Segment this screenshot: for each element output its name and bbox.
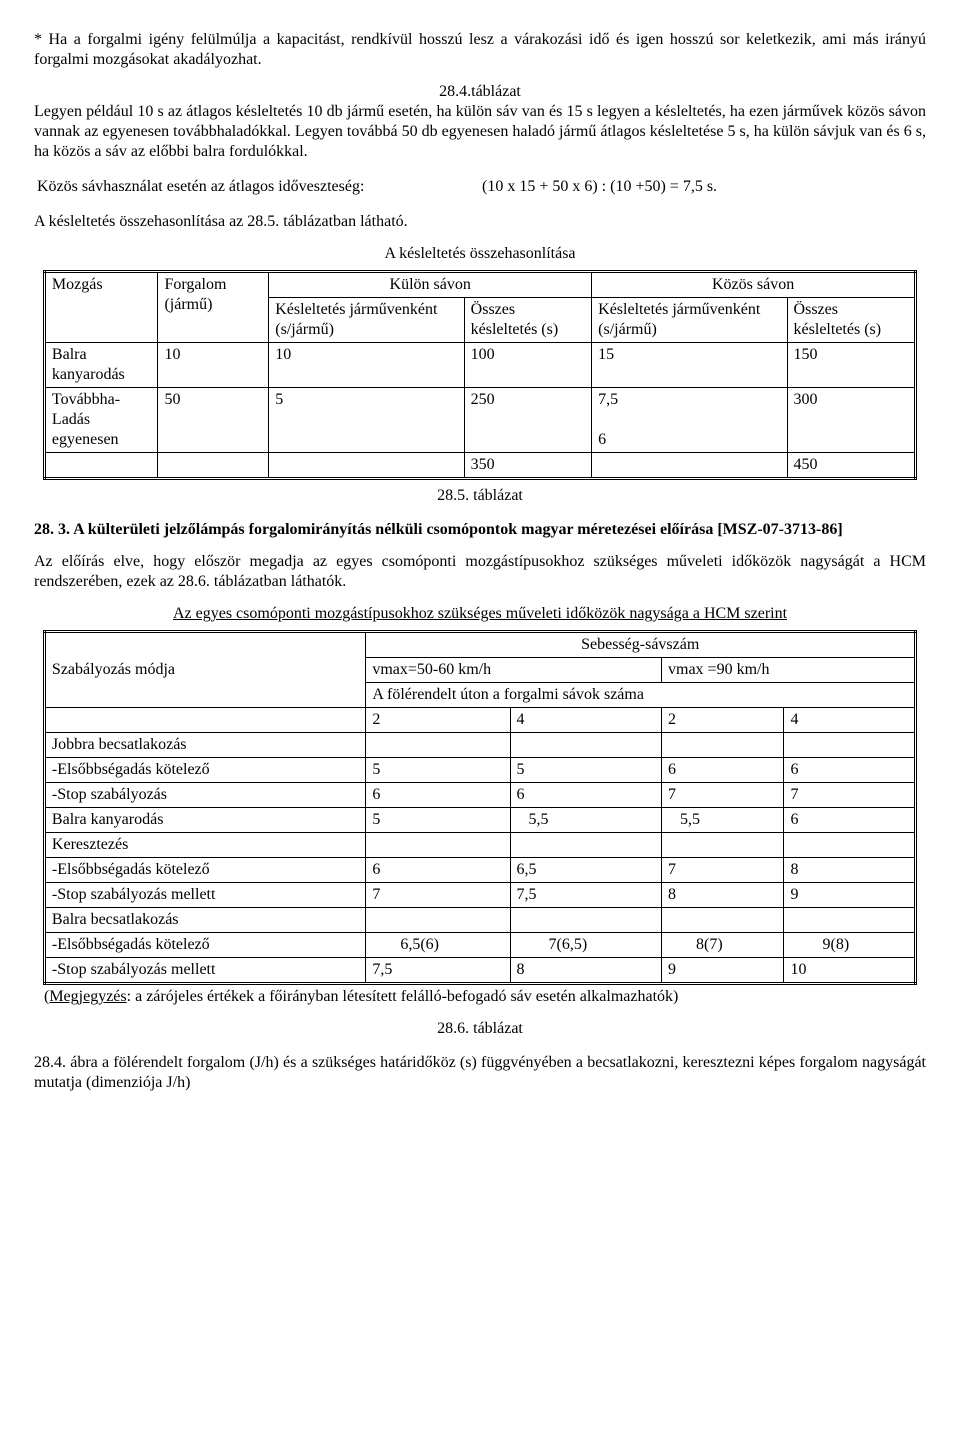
col-header: Összes késleltetés (s) xyxy=(787,298,916,343)
paragraph: Az előírás elve, hogy először megadja az… xyxy=(34,552,926,592)
table-row: -Stop szabályozás6677 xyxy=(44,783,915,808)
table-row: Balra becsatlakozás xyxy=(44,908,915,933)
col-header: Szabályozás módja xyxy=(44,632,365,708)
table-caption: 28.4.táblázat xyxy=(34,82,926,102)
table-delay-comparison: Mozgás Forgalom (jármű) Külön sávon Közö… xyxy=(43,270,917,480)
col-header: Összes késleltetés (s) xyxy=(464,298,591,343)
paragraph: Legyen például 10 s az átlagos késleltet… xyxy=(34,102,926,162)
col-group: Közös sávon xyxy=(592,272,916,298)
table-row: -Stop szabályozás mellett7,58910 xyxy=(44,958,915,984)
paragraph: * Ha a forgalmi igény felülmúlja a kapac… xyxy=(34,30,926,70)
col-header: vmax=50-60 km/h xyxy=(366,658,662,683)
calc-label: Közös sávhasználat esetén az átlagos idő… xyxy=(36,176,479,198)
table-row: Balra kanyarodás5 5,5 5,56 xyxy=(44,808,915,833)
col-header: Mozgás xyxy=(44,272,158,343)
col-header: Forgalom (jármű) xyxy=(158,272,269,343)
table-row: -Elsőbbségadás kötelező5566 xyxy=(44,758,915,783)
paragraph: 28.4. ábra a fölérendelt forgalom (J/h) … xyxy=(34,1053,926,1093)
table-note: (Megjegyzés: a zárójeles értékek a főirá… xyxy=(34,987,926,1007)
table-row: Jobbra becsatlakozás xyxy=(44,733,915,758)
table-row: 350 450 xyxy=(44,453,915,479)
table-caption: 28.6. táblázat xyxy=(34,1019,926,1039)
col-header: Késleltetés járművenként (s/jármű) xyxy=(592,298,787,343)
table-caption: 28.5. táblázat xyxy=(34,486,926,506)
col-header: vmax =90 km/h xyxy=(662,658,916,683)
table-row: Keresztezés xyxy=(44,833,915,858)
table-row: Balra kanyarodás 10 10 100 15 150 xyxy=(44,343,915,388)
table-hcm-intervals: Szabályozás módja Sebesség-sávszám vmax=… xyxy=(43,630,917,985)
note-rest: : a zárójeles értékek a főirányban létes… xyxy=(127,988,679,1005)
table-row: Továbbha- Ladás egyenesen 50 5 250 7,5 6… xyxy=(44,388,915,453)
col-group: Sebesség-sávszám xyxy=(366,632,916,658)
section-heading: 28. 3. A külterületi jelzőlámpás forgalo… xyxy=(34,520,926,540)
table-title: A késleltetés összehasonlítása xyxy=(34,244,926,264)
calc-value: (10 x 15 + 50 x 6) : (10 +50) = 7,5 s. xyxy=(481,176,924,198)
calc-row: Közös sávhasználat esetén az átlagos idő… xyxy=(34,174,926,200)
col-header: Késleltetés járművenként (s/jármű) xyxy=(269,298,464,343)
table-row: -Elsőbbségadás kötelező 6,5(6) 7(6,5) 8(… xyxy=(44,933,915,958)
col-header: A fölérendelt úton a forgalmi sávok szám… xyxy=(366,683,916,708)
table-title: Az egyes csomóponti mozgástípusokhoz szü… xyxy=(34,604,926,624)
table-row: -Elsőbbségadás kötelező66,578 xyxy=(44,858,915,883)
table-row: -Stop szabályozás mellett77,589 xyxy=(44,883,915,908)
col-group: Külön sávon xyxy=(269,272,592,298)
note-underline: Megjegyzés xyxy=(49,988,126,1005)
paragraph: A késleltetés összehasonlítása az 28.5. … xyxy=(34,212,926,232)
